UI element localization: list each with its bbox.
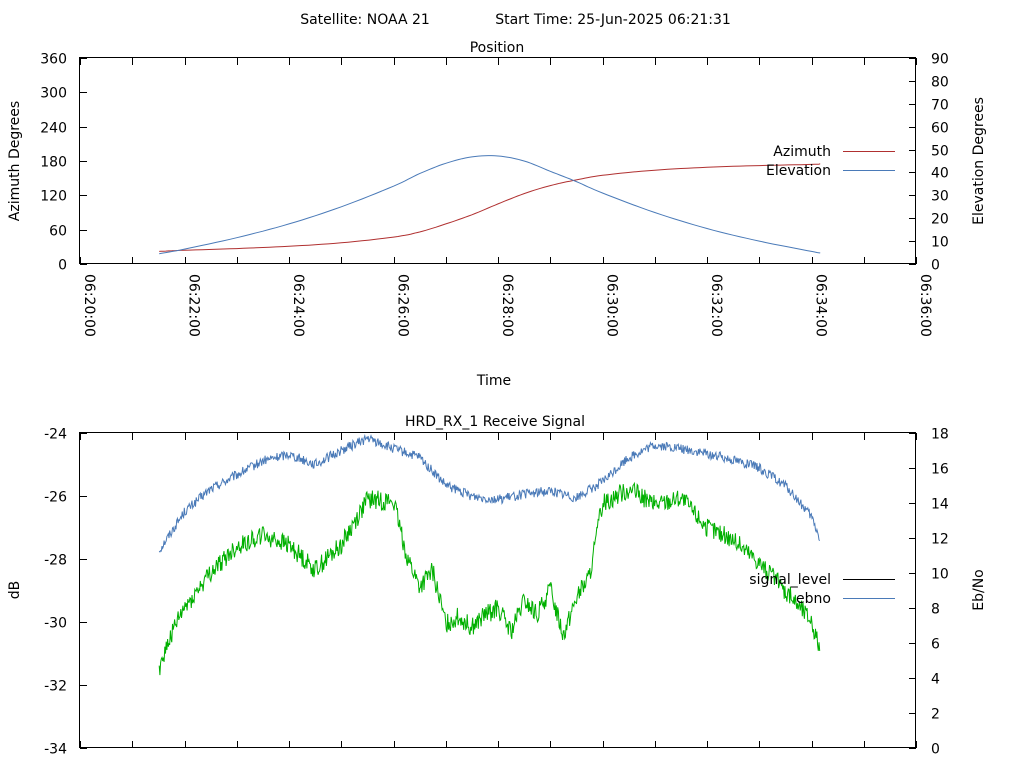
azimuth-tick-label: 60: [49, 224, 67, 240]
elevation-line: [159, 155, 821, 255]
ebno-line: [158, 433, 821, 553]
time-tick-label: 06:34:00: [813, 274, 829, 337]
position-plot-frame: [79, 57, 916, 264]
legend-label-ebno: ebno: [796, 591, 831, 607]
ebno-tick-label: 14: [931, 497, 949, 513]
elevation-tick-label: 80: [931, 75, 949, 91]
ebno-tick-label: 4: [931, 672, 940, 688]
db-tick-label: -26: [44, 490, 67, 506]
ebno-tick-label: 2: [931, 707, 940, 723]
time-tick-label: 06:22:00: [186, 274, 202, 337]
azimuth-tick-label: 0: [58, 258, 67, 274]
time-tick-label: 06:32:00: [708, 274, 724, 337]
legend-label-azimuth: Azimuth: [773, 144, 831, 160]
position-x-axis-label: Time: [476, 373, 511, 389]
elevation-tick-label: 50: [931, 144, 949, 160]
time-tick-label: 06:26:00: [395, 274, 411, 337]
time-tick-label: 06:28:00: [499, 274, 515, 337]
db-tick-label: -34: [44, 742, 67, 758]
position-chart: Position Time Azimuth Degrees Elevation …: [7, 40, 987, 389]
elevation-tick-label: 40: [931, 166, 949, 182]
azimuth-axis-label: Azimuth Degrees: [7, 101, 23, 221]
ebno-tick-label: 0: [931, 742, 940, 758]
elevation-tick-label: 90: [931, 52, 949, 68]
receive-signal-chart: HRD_RX_1 Receive Signal dB Eb/No -34 -32 -…: [7, 414, 987, 758]
time-tick-label: 06:24:00: [290, 274, 306, 337]
azimuth-tick-label: 120: [40, 189, 67, 205]
legend-label-signal-level: signal_level: [749, 572, 831, 588]
time-tick-label: 06:30:00: [604, 274, 620, 337]
db-tick-label: -30: [44, 616, 67, 632]
start-time-label: Start Time: 25-Jun-2025 06:21:31: [495, 12, 731, 28]
elevation-tick-label: 20: [931, 212, 949, 228]
azimuth-tick-label: 240: [40, 121, 67, 137]
azimuth-tick-label: 180: [40, 155, 67, 171]
ebno-tick-label: 12: [931, 532, 949, 548]
elevation-tick-label: 70: [931, 98, 949, 114]
elevation-tick-label: 0: [931, 258, 940, 274]
satellite-label: Satellite: NOAA 21: [300, 12, 430, 28]
db-tick-label: -28: [44, 553, 67, 569]
time-tick-label: 06:36:00: [917, 274, 933, 337]
db-axis-label: dB: [7, 581, 23, 600]
ebno-axis-label: Eb/No: [971, 569, 987, 611]
legend-label-elevation: Elevation: [766, 163, 831, 179]
receive-signal-chart-title: HRD_RX_1 Receive Signal: [405, 414, 585, 430]
azimuth-line: [159, 163, 821, 252]
ebno-tick-label: 10: [931, 567, 949, 583]
azimuth-tick-label: 300: [40, 86, 67, 102]
receive-signal-plot-frame: [79, 432, 916, 748]
elevation-axis-label: Elevation Degrees: [971, 97, 987, 225]
time-tick-label: 06:20:00: [81, 274, 97, 337]
elevation-tick-label: 10: [931, 235, 949, 251]
elevation-tick-label: 60: [931, 121, 949, 137]
azimuth-tick-label: 360: [40, 52, 67, 68]
ebno-tick-label: 6: [931, 637, 940, 653]
signal-line: [158, 481, 821, 676]
ebno-tick-label: 18: [931, 427, 949, 443]
db-tick-label: -32: [44, 679, 67, 695]
db-tick-label: -24: [44, 427, 67, 443]
elevation-tick-label: 30: [931, 189, 949, 205]
ebno-tick-label: 16: [931, 462, 949, 478]
ebno-tick-label: 8: [931, 602, 940, 618]
position-chart-title: Position: [470, 40, 525, 56]
